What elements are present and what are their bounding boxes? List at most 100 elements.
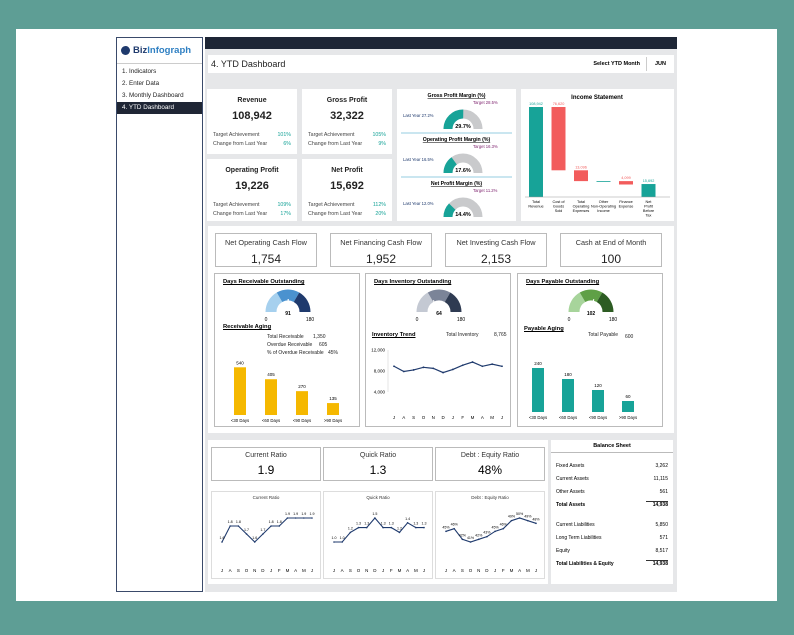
ratio-x-tick: A	[518, 568, 521, 573]
balance-sheet-card: Balance Sheet Fixed Assets 3,262 Current A…	[551, 440, 673, 584]
ratio-data-label: 1.9	[285, 512, 290, 516]
overdue-receivable-value: 605	[319, 342, 328, 348]
cf-net-investing: Net Investing Cash Flow 2,153	[445, 233, 547, 267]
aging-data-label: 405	[267, 372, 275, 377]
inventory-trend-point	[461, 364, 464, 367]
kpi-cl-label: Change from Last Year	[213, 141, 268, 147]
ratio-data-label: 1.8	[236, 520, 241, 524]
ratio-trend-line	[334, 517, 424, 543]
menu-item-enter-data[interactable]: 2. Enter Data	[122, 80, 160, 87]
balance-row: Current Liabilities 5,850	[551, 518, 673, 531]
page-title: 4. YTD Dashboard	[211, 59, 286, 69]
gauge-min: 0	[416, 317, 419, 323]
balance-row-label: Current Liabilities	[556, 521, 595, 528]
balance-row-value: 571	[659, 534, 668, 541]
cf-value: 1,952	[365, 252, 397, 266]
ratio-trend-point	[461, 538, 464, 541]
ratio-x-tick: F	[278, 568, 281, 573]
balance-row-label: Total Liabilities & Equity	[556, 560, 614, 567]
inventory-trend-point	[471, 361, 474, 363]
ratio-trend-point	[349, 531, 352, 534]
aging-data-label: 180	[564, 372, 572, 377]
gauge-max: 180	[609, 317, 618, 323]
ratio-trend-point	[357, 526, 360, 529]
balance-row-label: Equity	[556, 547, 570, 554]
current-ratio-trend: Current Ratio 1.6 1.8 1.8 1.7 1.6 1.7 1.8 1.8 1.…	[211, 491, 321, 579]
balance-row-label: Fixed Assets	[556, 462, 585, 469]
inventory-trend-point	[402, 370, 405, 373]
ratio-trend-point	[341, 541, 343, 543]
income-data-label: 76,620	[553, 102, 565, 106]
gauge-value: 17.6%	[455, 168, 471, 174]
ratio-x-tick: J	[445, 568, 447, 573]
gauge-value: 91	[285, 311, 291, 317]
ratio-x-tick: M	[510, 568, 514, 573]
ratio-data-label: 1.7	[244, 528, 249, 532]
margin-gauges-svg: Gross Profit Margin (%) 29.7% Target 28.5%…	[401, 93, 512, 218]
aging-data-label: 270	[298, 384, 306, 389]
trend-x-tick: M	[490, 415, 494, 420]
kpi-cl-value: 6%	[283, 141, 291, 147]
ratio-trend-point	[518, 517, 521, 519]
kpi-ta-value: 112%	[372, 202, 386, 208]
ratio-x-tick: J	[270, 568, 272, 573]
dio-panel: Days Inventory Outstanding 64 0 180 12,000 8…	[365, 273, 511, 427]
aging-category-label: <30 Days	[529, 415, 547, 420]
balance-row-value: 11,115	[653, 475, 668, 482]
balance-row-value: 5,850	[655, 521, 668, 528]
ratio-trend-point	[333, 541, 335, 543]
income-category-label: Non-Operating	[591, 205, 616, 209]
top-bar	[205, 37, 677, 49]
aging-bar	[592, 390, 604, 412]
month-select[interactable]: JUN	[645, 57, 674, 71]
kpi-cl-value: 17%	[280, 211, 291, 217]
ratio-data-label: 1.6	[220, 536, 225, 540]
income-statement-chart: Income Statement108,942TotalRevenue76,62…	[525, 95, 670, 218]
balance-sheet-title: Balance Sheet	[551, 440, 673, 453]
kpi-value: 19,226	[235, 180, 269, 192]
income-data-label: 15,692	[643, 179, 655, 183]
gauge-segment-low	[416, 292, 434, 313]
menu-item-indicators[interactable]: 1. Indicators	[122, 68, 157, 75]
ratio-x-tick: D	[261, 568, 265, 573]
dio-title: Days Inventory Outstanding	[374, 279, 452, 285]
ratio-trend-point	[445, 530, 447, 533]
ratio-trend-point	[262, 533, 264, 535]
ratio-data-label: 1.3	[422, 522, 427, 526]
ratio-value: 1.3	[369, 463, 387, 477]
ratio-data-label: 1.8	[228, 520, 233, 524]
debt-equity-line-chart: 45%46%42%41%42%43%45%46%49%50%49%48%J A S O…	[442, 512, 540, 573]
inventory-trend-title: Inventory Trend	[372, 332, 416, 338]
kpi-label: Operating Profit	[225, 167, 279, 174]
total-receivable-value: 1,350	[313, 334, 326, 340]
ratio-trend-point	[253, 541, 256, 543]
income-bar	[641, 184, 656, 197]
ratio-data-label: 1.0	[340, 536, 345, 540]
ratio-data-label: 48%	[532, 517, 540, 521]
menu-item-ytd-dashboard[interactable]: 4. YTD Dashboard	[117, 102, 202, 114]
menu-item-monthly-dashboard[interactable]: 3. Monthly Dashboard	[122, 92, 184, 99]
ratio-data-label: 1.9	[310, 512, 315, 516]
balance-row-label: Current Assets	[556, 475, 589, 482]
gauge-value: 102	[587, 311, 596, 317]
ratio-x-tick: S	[349, 568, 352, 573]
balance-row-value: 14,938	[646, 560, 668, 567]
kpi-ta-label: Target Achievement	[308, 202, 355, 208]
trend-x-tick: J	[501, 415, 503, 420]
ratio-x-tick: A	[406, 568, 409, 573]
kpi-ta-label: Target Achievement	[308, 132, 355, 138]
cf-value: 1,754	[250, 252, 282, 266]
gauge-min: 0	[568, 317, 571, 323]
aging-category-label: <60 Days	[262, 418, 280, 423]
income-category-label: Operating	[573, 205, 590, 209]
inventory-trend-point	[452, 368, 454, 371]
dro-panel: Days Receivable Outstanding 91 0 180 540 <30…	[214, 273, 360, 427]
ratio-trend-point	[494, 530, 496, 533]
balance-row-label: Total Assets	[556, 501, 586, 508]
balance-row: Total Assets 14,938	[551, 498, 673, 511]
ratio-trend-point	[294, 517, 297, 519]
inventory-trend-point	[491, 363, 494, 366]
ratio-data-label: 1.3	[356, 522, 361, 526]
balance-row: Current Assets 11,115	[551, 472, 673, 485]
gauge-fill	[443, 109, 464, 130]
